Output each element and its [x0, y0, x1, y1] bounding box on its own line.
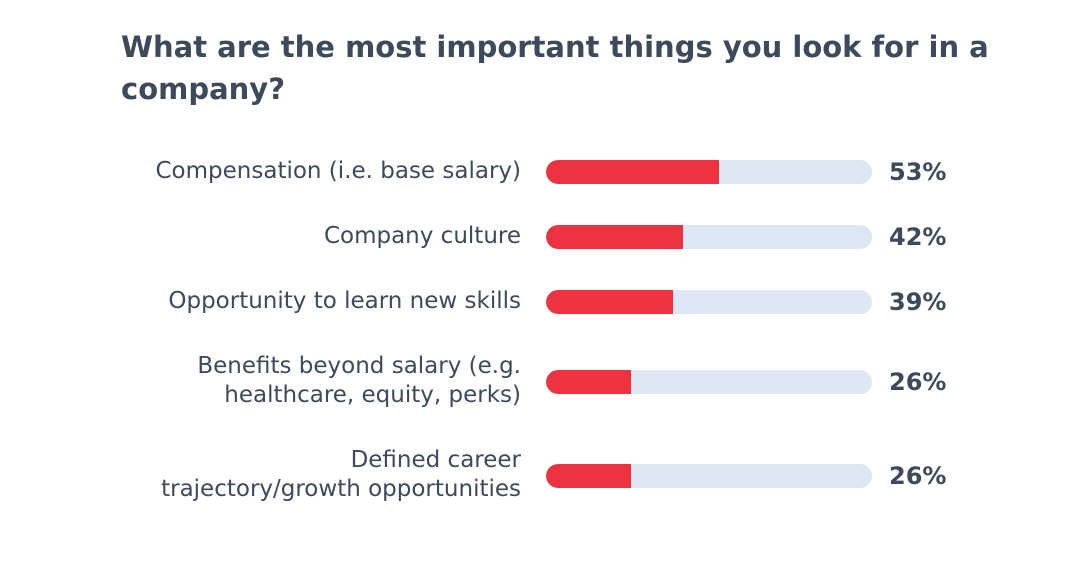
- category-label: Defined career trajectory/growth opportun…: [101, 446, 521, 504]
- category-label: Opportunity to learn new skills: [101, 287, 521, 316]
- category-label-line: trajectory/growth opportunities: [161, 476, 521, 502]
- bar-track: [546, 464, 872, 488]
- bar-track: [546, 290, 872, 314]
- bar: [546, 290, 673, 314]
- chart-title: What are the most important things you l…: [121, 30, 989, 106]
- bar-track: [546, 370, 872, 394]
- bar-track: [546, 160, 872, 184]
- category-label: Company culture: [101, 222, 521, 251]
- category-label: Benefits beyond salary (e.g. healthcare, …: [101, 352, 521, 410]
- category-label-line: Compensation (i.e. base salary): [155, 157, 522, 184]
- bar-track: [546, 225, 872, 249]
- category-label: Compensation (i.e. base salary): [101, 157, 522, 186]
- bar: [546, 225, 683, 249]
- data-label: 26%: [889, 462, 947, 490]
- category-label-line: healthcare, equity, perks): [224, 382, 521, 408]
- data-label: 53%: [889, 158, 947, 186]
- data-label: 26%: [889, 368, 947, 396]
- category-label-line: Company culture: [323, 222, 521, 249]
- data-label: 42%: [889, 223, 947, 251]
- category-label-line: Defined career: [350, 447, 521, 473]
- category-label-line: Benefits beyond salary (e.g.: [197, 353, 521, 379]
- bar: [546, 464, 631, 488]
- data-label: 39%: [889, 288, 947, 316]
- bar: [546, 160, 719, 184]
- bar: [546, 370, 631, 394]
- category-label-line: Opportunity to learn new skills: [168, 287, 521, 314]
